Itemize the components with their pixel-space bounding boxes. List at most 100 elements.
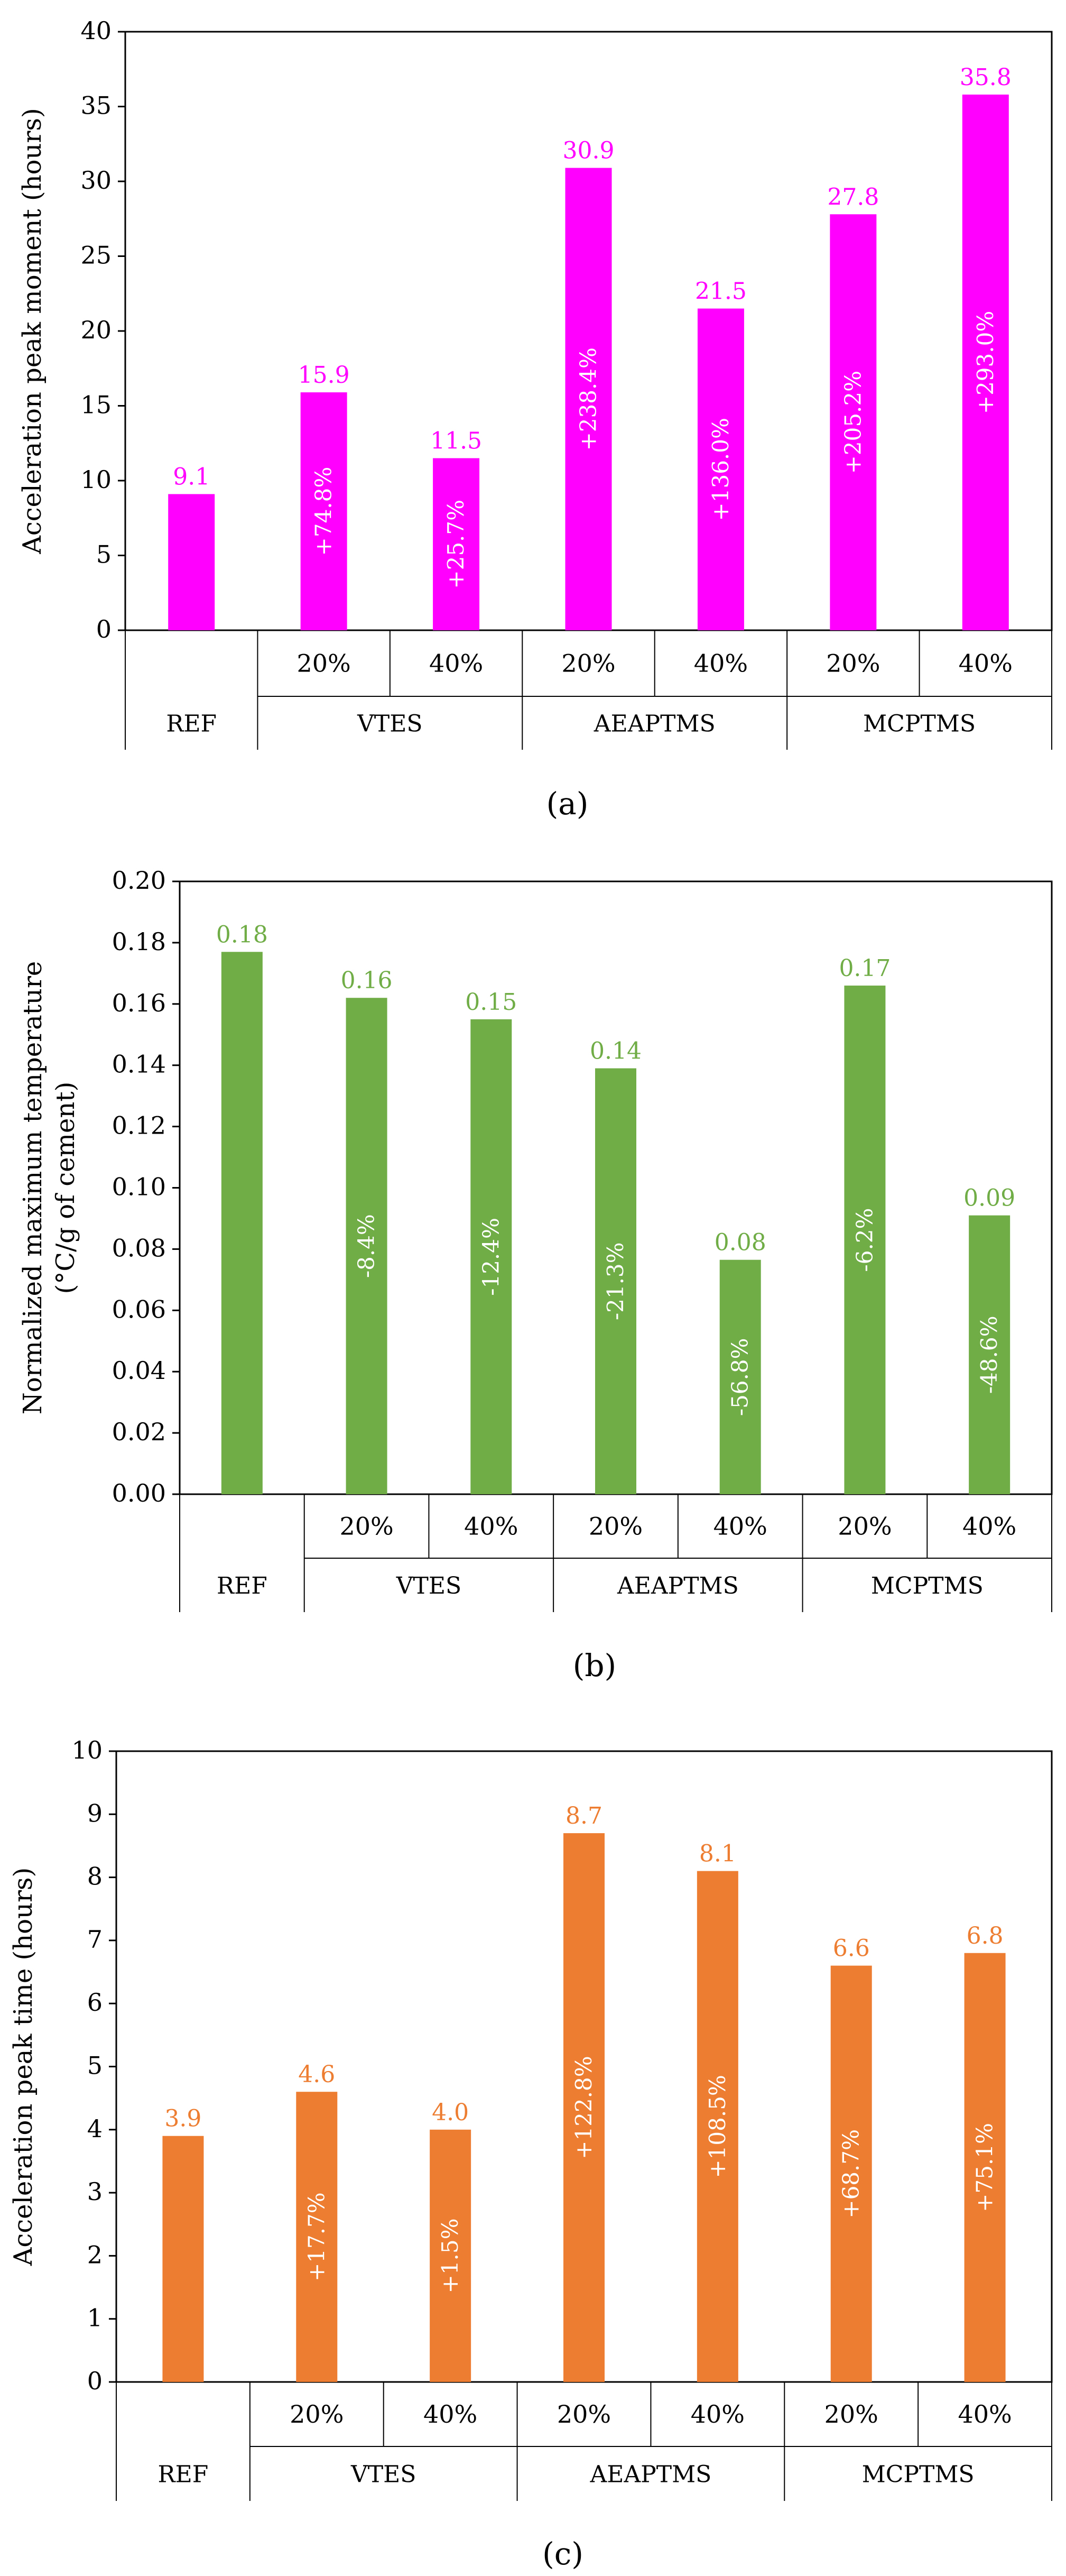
bar [969,1215,1011,1494]
x-group-label: AEAPTMS [590,2461,712,2488]
bar [563,1833,605,2382]
y-tick-label: 40 [80,16,112,45]
bar-value-label: 30.9 [563,137,615,164]
y-axis-title: Acceleration peak moment (hours) [17,108,47,555]
y-tick-label: 35 [80,91,112,120]
bar-change-label: -21.3% [602,1242,628,1320]
y-axis-title-units: (°C/g of cement) [51,1082,80,1294]
bar-value-label: 11.5 [430,428,482,455]
bar-change-label: +108.5% [705,2075,730,2178]
bar [433,458,480,630]
bar-change-label: -12.4% [478,1218,504,1296]
bar-value-label: 4.6 [298,2061,335,2088]
x-group-label: VTES [350,2461,416,2488]
bar-change-label: +17.7% [303,2192,329,2281]
y-tick-label: 5 [87,2051,103,2080]
bar [168,494,215,630]
bar [830,1965,872,2382]
x-sub-label: 40% [691,2400,745,2428]
bar-value-label: 15.9 [298,362,350,389]
x-sub-label: 20% [297,649,351,678]
bar [346,998,387,1494]
x-group-label: REF [217,1572,267,1599]
x-sub-label: 20% [561,649,615,678]
x-sub-label: 40% [962,1512,1016,1541]
bar-value-label: 0.14 [590,1037,642,1064]
x-group-label: REF [166,711,217,738]
bar-value-label: 6.6 [833,1935,870,1962]
y-tick-label: 20 [80,316,112,344]
bar-value-label: 0.16 [341,967,393,994]
bar-change-label: +74.8% [311,467,337,556]
bar [565,168,612,630]
bar-change-label: +136.0% [708,418,734,521]
y-tick-label: 0.20 [112,866,166,895]
bar-value-label: 9.1 [173,463,210,490]
x-group-label: VTES [396,1572,461,1599]
y-tick-label: 15 [80,391,112,419]
bar-value-label: 27.8 [827,183,879,210]
bar [830,214,877,630]
x-sub-label: 40% [694,649,748,678]
bar-value-label: 8.1 [699,1841,736,1867]
y-tick-label: 5 [96,540,112,569]
bar-value-label: 6.8 [967,1922,1004,1949]
bar [595,1068,636,1494]
y-axis-title: Normalized maximum temperature [18,961,48,1415]
bar [221,952,263,1494]
x-sub-label: 40% [464,1512,518,1541]
x-sub-label: 40% [429,649,483,678]
x-group-label: MCPTMS [863,711,976,738]
y-tick-label: 10 [80,465,112,494]
x-group-label: AEAPTMS [617,1572,739,1599]
bar [964,1953,1006,2382]
y-tick-label: 0 [87,2367,103,2395]
bar-value-label: 0.08 [715,1229,766,1256]
x-sub-label: 20% [557,2400,611,2428]
bar-value-label: 0.17 [839,955,891,982]
x-sub-label: 40% [713,1512,767,1541]
y-tick-label: 0 [96,615,112,643]
bar-change-label: -48.6% [976,1316,1002,1394]
y-tick-label: 3 [87,2177,103,2206]
y-tick-label: 6 [87,1988,103,2017]
bar [430,2129,471,2382]
y-tick-label: 0.02 [112,1418,166,1446]
x-group-label: MCPTMS [862,2461,975,2488]
x-sub-label: 20% [824,2400,878,2428]
bar [470,1019,512,1494]
bar-value-label: 4.0 [432,2099,469,2126]
bar-change-label: +238.4% [576,347,601,450]
y-tick-label: 10 [71,1736,103,1764]
bar-change-label: -6.2% [851,1208,877,1272]
bar [697,1871,738,2382]
x-group-label: MCPTMS [871,1572,984,1599]
y-tick-label: 0.10 [112,1173,166,1201]
y-tick-label: 0.00 [112,1479,166,1507]
y-tick-label: 30 [80,166,112,195]
bar-value-label: 3.9 [164,2105,201,2132]
bar-change-label: +25.7% [443,500,469,589]
y-axis-title: Acceleration peak time (hours) [8,1867,38,2267]
y-tick-label: 0.18 [112,927,166,956]
y-tick-label: 8 [87,1862,103,1891]
y-tick-label: 2 [87,2240,103,2269]
x-group-label: REF [158,2461,209,2488]
bar-change-label: +293.0% [972,311,998,414]
bar-value-label: 8.7 [566,1802,602,1829]
y-tick-label: 4 [87,2114,103,2143]
bar-change-label: -8.4% [354,1214,379,1278]
panel-caption: (b) [573,1648,616,1683]
x-sub-label: 20% [838,1512,892,1541]
y-tick-label: 7 [87,1925,103,1954]
x-sub-label: 40% [959,649,1013,678]
bar [162,2136,204,2382]
y-tick-label: 0.16 [112,989,166,1017]
panel-caption: (c) [542,2536,583,2572]
bar-change-label: +1.5% [437,2218,463,2293]
bar [300,392,347,630]
bar-value-label: 21.5 [695,278,747,305]
x-sub-label: 20% [339,1512,393,1541]
bar-change-label: +75.1% [972,2123,998,2212]
